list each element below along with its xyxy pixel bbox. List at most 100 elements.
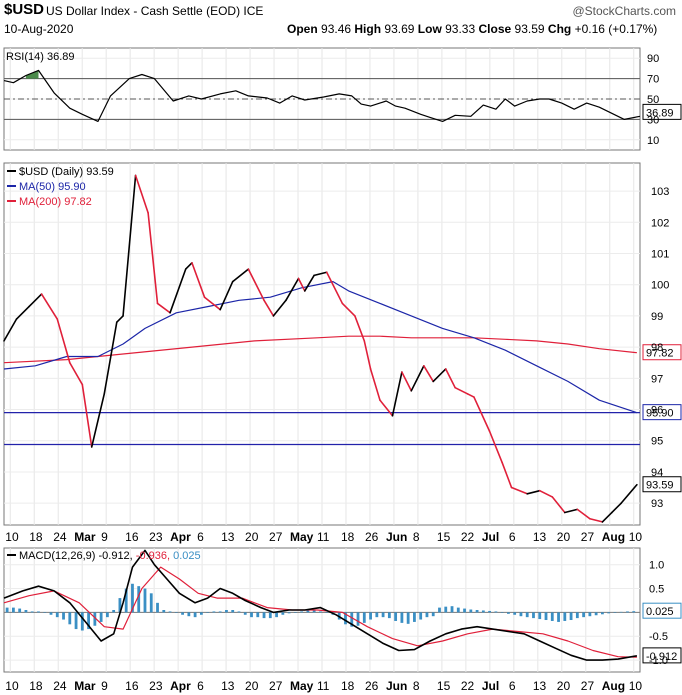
price-legend-entry: MA(200) 97.82 bbox=[19, 196, 92, 208]
rsi-overbought-fill bbox=[25, 70, 39, 79]
price-segment bbox=[611, 502, 623, 514]
price-x-tick: 18 bbox=[29, 530, 43, 544]
chg-value: +0.16 (+0.17%) bbox=[574, 22, 658, 36]
price-segment bbox=[191, 262, 206, 298]
quote-line: Open 93.46 High 93.69 Low 93.33 Close 93… bbox=[287, 22, 657, 36]
macd-histogram-bar bbox=[613, 612, 617, 613]
macd-histogram-bar bbox=[237, 611, 241, 613]
symbol: $USD bbox=[4, 1, 45, 18]
macd-histogram-bar bbox=[199, 612, 203, 615]
chg-label: Chg bbox=[547, 22, 572, 36]
price-segment bbox=[473, 396, 491, 433]
price-value-tag-box bbox=[642, 476, 682, 493]
price-x-tick: 9 bbox=[101, 530, 108, 544]
price-segment bbox=[620, 483, 638, 504]
price-x-tick: 11 bbox=[317, 530, 330, 544]
price-segment bbox=[432, 368, 447, 383]
instrument-name: US Dollar Index - Cash Settle (EOD) ICE bbox=[46, 4, 264, 18]
macd-histogram-bar bbox=[68, 612, 72, 625]
macd-histogram-bar bbox=[588, 612, 592, 617]
macd-histogram-bar bbox=[275, 612, 278, 618]
macd-legend-part: -0.912, bbox=[98, 550, 135, 562]
macd-histogram-bar bbox=[206, 612, 210, 613]
macd-histogram-bar bbox=[74, 612, 78, 630]
price-segment bbox=[103, 321, 118, 395]
macd-y-tick: -0.5 bbox=[649, 631, 668, 643]
macd-histogram-bar bbox=[174, 612, 178, 613]
price-x-tick: 24 bbox=[53, 530, 67, 544]
price-segment bbox=[488, 430, 503, 464]
ma200-value-tag-box bbox=[642, 344, 682, 361]
price-x-tick: 6 bbox=[509, 530, 516, 544]
macd-histogram-bar bbox=[11, 607, 15, 613]
price-segment bbox=[325, 271, 344, 305]
macd-line bbox=[3, 549, 638, 661]
price-segment bbox=[369, 368, 381, 401]
macd-x-tick: 24 bbox=[53, 679, 67, 693]
price-x-tick: 8 bbox=[413, 530, 420, 544]
price-segment bbox=[526, 489, 541, 495]
macd-x-tick: 27 bbox=[269, 679, 283, 693]
price-segment bbox=[56, 318, 71, 364]
macd-histogram-bar bbox=[87, 612, 90, 630]
price-y-tick: 98 bbox=[651, 342, 663, 354]
macd-histogram-bar bbox=[507, 612, 510, 614]
price-x-tick: Jul bbox=[482, 530, 499, 544]
macd-x-tick: May bbox=[290, 679, 314, 693]
macd-histogram-bar bbox=[105, 612, 109, 618]
macd-histogram-bar bbox=[250, 612, 253, 618]
watermark: @StockCharts.com bbox=[572, 4, 676, 18]
macd-histogram-bar bbox=[319, 611, 322, 613]
macd-histogram-bar bbox=[344, 612, 347, 625]
price-y-tick: 100 bbox=[651, 280, 669, 292]
price-segment bbox=[81, 383, 93, 448]
macd-hist-value-tag-box bbox=[642, 602, 682, 619]
price-segment bbox=[401, 371, 413, 392]
macd-legend-part: 0.025 bbox=[173, 550, 201, 562]
rsi-y-tick: 50 bbox=[647, 94, 659, 106]
macd-histogram-bar bbox=[550, 612, 554, 621]
price-x-tick: 16 bbox=[125, 530, 139, 544]
macd-histogram-bar bbox=[256, 612, 260, 618]
macd-histogram-bar bbox=[544, 612, 548, 621]
macd-histogram-bar bbox=[444, 606, 448, 613]
macd-histogram-bar bbox=[431, 612, 435, 617]
price-x-tick: 13 bbox=[221, 530, 235, 544]
macd-histogram-bar bbox=[619, 611, 623, 613]
price-segment bbox=[551, 496, 566, 514]
rsi-y-tick: 70 bbox=[647, 74, 659, 86]
macd-hist-value-tag: 0.025 bbox=[646, 606, 674, 618]
price-x-tick: Apr bbox=[170, 530, 191, 544]
price-segment bbox=[363, 340, 372, 370]
macd-legend-part: -0.936, bbox=[136, 550, 173, 562]
price-segment bbox=[203, 296, 221, 311]
macd-histogram-bar bbox=[513, 612, 517, 615]
open-value: 93.46 bbox=[321, 22, 352, 36]
price-value-tag: 93.59 bbox=[646, 480, 674, 492]
macd-x-tick: Jun bbox=[386, 679, 407, 693]
macd-x-tick: 22 bbox=[461, 679, 475, 693]
macd-histogram-bar bbox=[162, 610, 166, 613]
macd-histogram-bar bbox=[18, 608, 22, 613]
macd-histogram-bar bbox=[500, 612, 504, 613]
quote-date: 10-Aug-2020 bbox=[4, 22, 74, 36]
macd-histogram-bar bbox=[168, 611, 172, 613]
macd-histogram-bar bbox=[80, 612, 84, 631]
macd-histogram-bar bbox=[557, 612, 560, 622]
ma50-value-tag: 95.90 bbox=[646, 408, 674, 420]
macd-x-tick: 23 bbox=[149, 679, 163, 693]
macd-x-tick: 8 bbox=[413, 679, 420, 693]
macd-histogram-bar bbox=[156, 602, 159, 613]
price-segment bbox=[40, 293, 59, 320]
price-segment bbox=[391, 371, 403, 417]
macd-histogram-bar bbox=[575, 612, 579, 619]
price-segment bbox=[247, 268, 265, 302]
macd-histogram-bar bbox=[231, 610, 235, 613]
price-segment bbox=[15, 305, 30, 320]
low-label: Low bbox=[417, 22, 442, 36]
macd-histogram-bar bbox=[212, 611, 216, 613]
price-x-tick: May bbox=[290, 530, 314, 544]
macd-histogram-bar bbox=[287, 612, 291, 614]
axis-labels: 101018182424MarMar9916162323AprApr661313… bbox=[5, 53, 669, 693]
macd-histogram-bar bbox=[463, 608, 466, 613]
